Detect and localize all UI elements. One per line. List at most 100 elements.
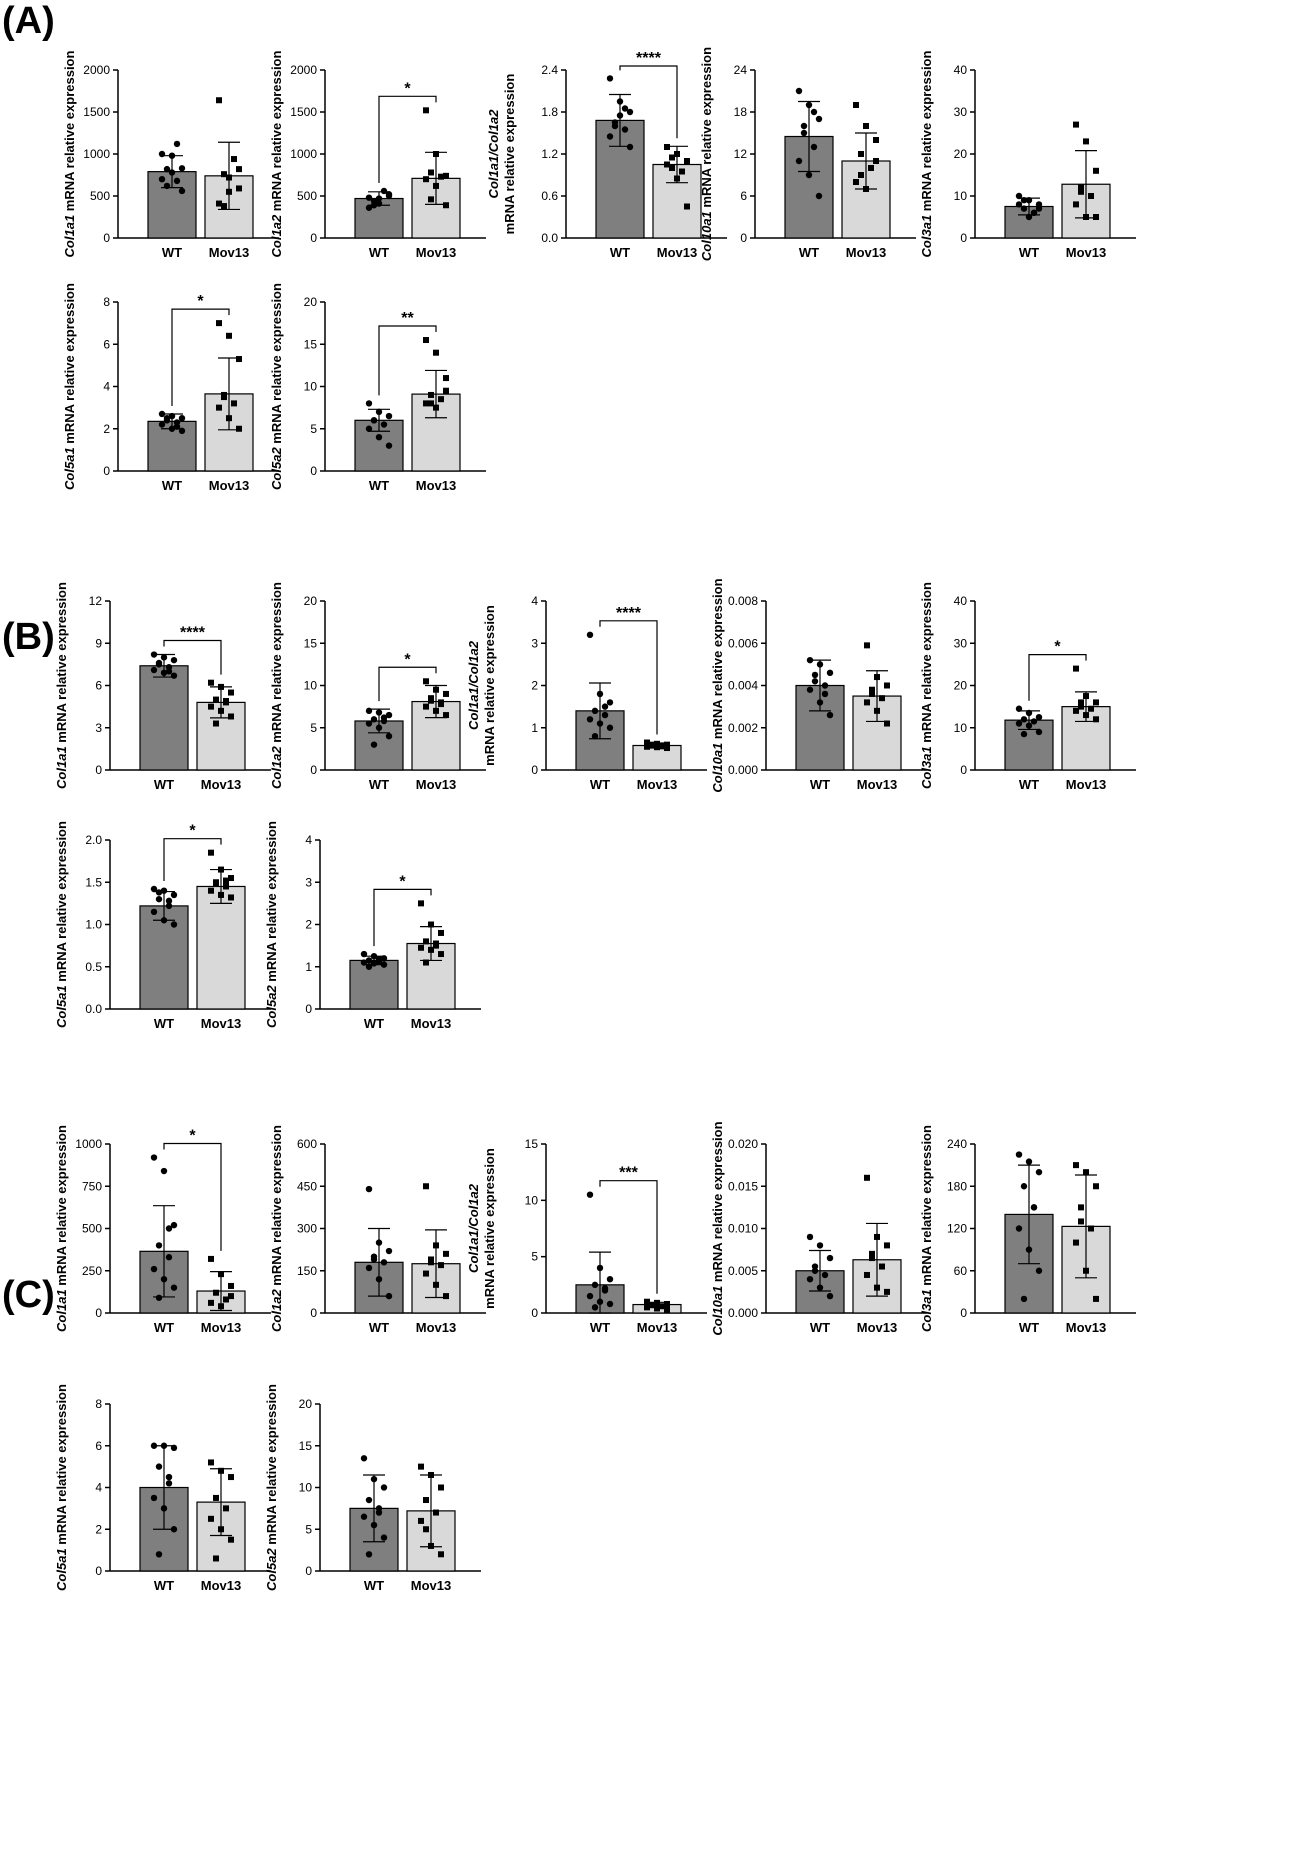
data-point-wt <box>365 204 373 211</box>
data-point-mov13 <box>1073 707 1079 714</box>
x-tick-label: WT <box>162 245 182 260</box>
data-point-wt <box>168 412 176 420</box>
y-tick-label: 1 <box>531 721 538 735</box>
data-point-wt <box>385 442 393 449</box>
y-tick-label: 2.4 <box>541 63 558 77</box>
y-tick-label: 0 <box>960 231 967 245</box>
data-point-wt <box>385 1292 393 1300</box>
data-point-mov13 <box>213 696 219 703</box>
data-point-mov13 <box>423 107 429 114</box>
data-point-mov13 <box>221 203 227 210</box>
significance-stars: * <box>399 873 406 890</box>
data-point-mov13 <box>433 686 439 693</box>
data-point-wt <box>821 682 829 689</box>
chart-a-5: 0 10 20 30 40 WT Mov13 Col3a1 mRNA relative exp… <box>919 51 1136 260</box>
x-tick-label: Mov13 <box>846 245 886 260</box>
x-tick-label: WT <box>369 777 389 792</box>
data-point-wt <box>826 1254 834 1262</box>
x-tick-label: WT <box>154 1320 174 1335</box>
data-point-mov13 <box>664 161 670 168</box>
data-point-mov13 <box>218 1467 224 1474</box>
data-point-wt <box>170 921 178 928</box>
data-point-wt <box>370 417 378 424</box>
y-axis-label: Col5a2 mRNA relative expression <box>264 821 279 1028</box>
data-point-mov13 <box>433 707 439 714</box>
chart-b-5: 0 10 20 30 40 WT Mov13 * Col3a1 mRNA relative ex… <box>919 582 1136 792</box>
data-point-wt <box>1015 705 1023 712</box>
data-point-wt <box>160 669 168 677</box>
data-point-mov13 <box>428 921 434 928</box>
x-tick-label: Mov13 <box>201 1016 241 1031</box>
data-point-wt <box>385 412 393 420</box>
data-point-mov13 <box>208 703 214 710</box>
y-axis-label: Col3a1 mRNA relative expression <box>919 51 934 258</box>
data-point-wt <box>365 425 373 432</box>
data-point-wt <box>821 690 829 698</box>
data-point-mov13 <box>423 1526 429 1533</box>
y-axis-label: Col1a1 mRNA relative expression <box>54 582 69 789</box>
data-point-wt <box>1035 1267 1043 1274</box>
data-point-wt <box>806 1233 814 1241</box>
data-point-mov13 <box>863 123 869 129</box>
y-tick-label: 0.5 <box>85 960 102 974</box>
data-point-wt <box>365 194 373 201</box>
data-point-mov13 <box>1083 693 1089 700</box>
data-point-wt <box>150 1154 158 1161</box>
data-point-wt <box>586 716 594 723</box>
data-point-mov13 <box>226 415 232 422</box>
data-point-mov13 <box>221 391 227 398</box>
significance-stars: * <box>404 651 411 668</box>
y-tick-label: 0 <box>95 1306 102 1320</box>
data-point-wt <box>163 414 171 422</box>
chart-a-1: 0 500 1000 1500 2000 WT Mov13 Col1a1 mRNA relat… <box>62 51 279 260</box>
data-point-mov13 <box>428 946 434 953</box>
data-point-wt <box>173 177 181 185</box>
y-tick-label: 0 <box>95 1564 102 1578</box>
data-point-wt <box>160 887 168 894</box>
y-tick-label: 24 <box>734 63 748 77</box>
data-point-mov13 <box>216 320 222 327</box>
y-tick-label: 2.0 <box>85 833 102 847</box>
data-point-wt <box>586 1191 594 1198</box>
data-point-wt <box>365 957 373 964</box>
data-point-wt <box>380 961 388 968</box>
data-point-wt <box>165 668 173 675</box>
data-point-mov13 <box>1073 121 1079 128</box>
data-point-wt <box>606 1300 614 1308</box>
data-point-mov13 <box>438 396 444 403</box>
y-tick-label: 15 <box>299 1439 313 1453</box>
y-axis-label: mRNA relative expression <box>502 74 517 235</box>
data-point-wt <box>178 165 186 172</box>
x-tick-label: Mov13 <box>209 478 249 493</box>
data-point-mov13 <box>664 745 670 752</box>
data-point-mov13 <box>1073 665 1079 672</box>
y-axis-label: Col5a2 mRNA relative expression <box>264 1384 279 1591</box>
chart-a-3: 0.0 0.6 1.2 1.8 2.4 WT Mov13 **** Col1a1/Col1a2 m… <box>486 50 727 260</box>
data-point-wt <box>370 202 378 209</box>
y-tick-label: 30 <box>954 105 968 119</box>
significance-bracket <box>373 888 432 947</box>
data-point-wt <box>150 1265 158 1273</box>
data-point-mov13 <box>423 678 429 685</box>
data-point-mov13 <box>644 1298 650 1305</box>
data-point-wt <box>1035 728 1043 736</box>
y-tick-label: 0.010 <box>728 1222 758 1236</box>
data-point-mov13 <box>1088 1225 1094 1232</box>
y-tick-label: 0.005 <box>728 1264 758 1278</box>
y-tick-label: 0.0 <box>85 1002 102 1016</box>
data-point-wt <box>150 666 158 674</box>
data-point-mov13 <box>228 1474 234 1481</box>
data-point-mov13 <box>884 682 890 689</box>
data-point-mov13 <box>664 144 670 150</box>
x-tick-label: Mov13 <box>411 1578 451 1593</box>
data-point-mov13 <box>236 356 242 363</box>
data-point-wt <box>365 963 373 970</box>
data-point-mov13 <box>874 707 880 714</box>
data-point-mov13 <box>1093 716 1099 723</box>
data-point-mov13 <box>213 880 219 887</box>
data-point-wt <box>168 425 176 432</box>
data-point-wt <box>360 950 368 958</box>
data-point-mov13 <box>858 151 864 157</box>
data-point-wt <box>795 87 803 95</box>
